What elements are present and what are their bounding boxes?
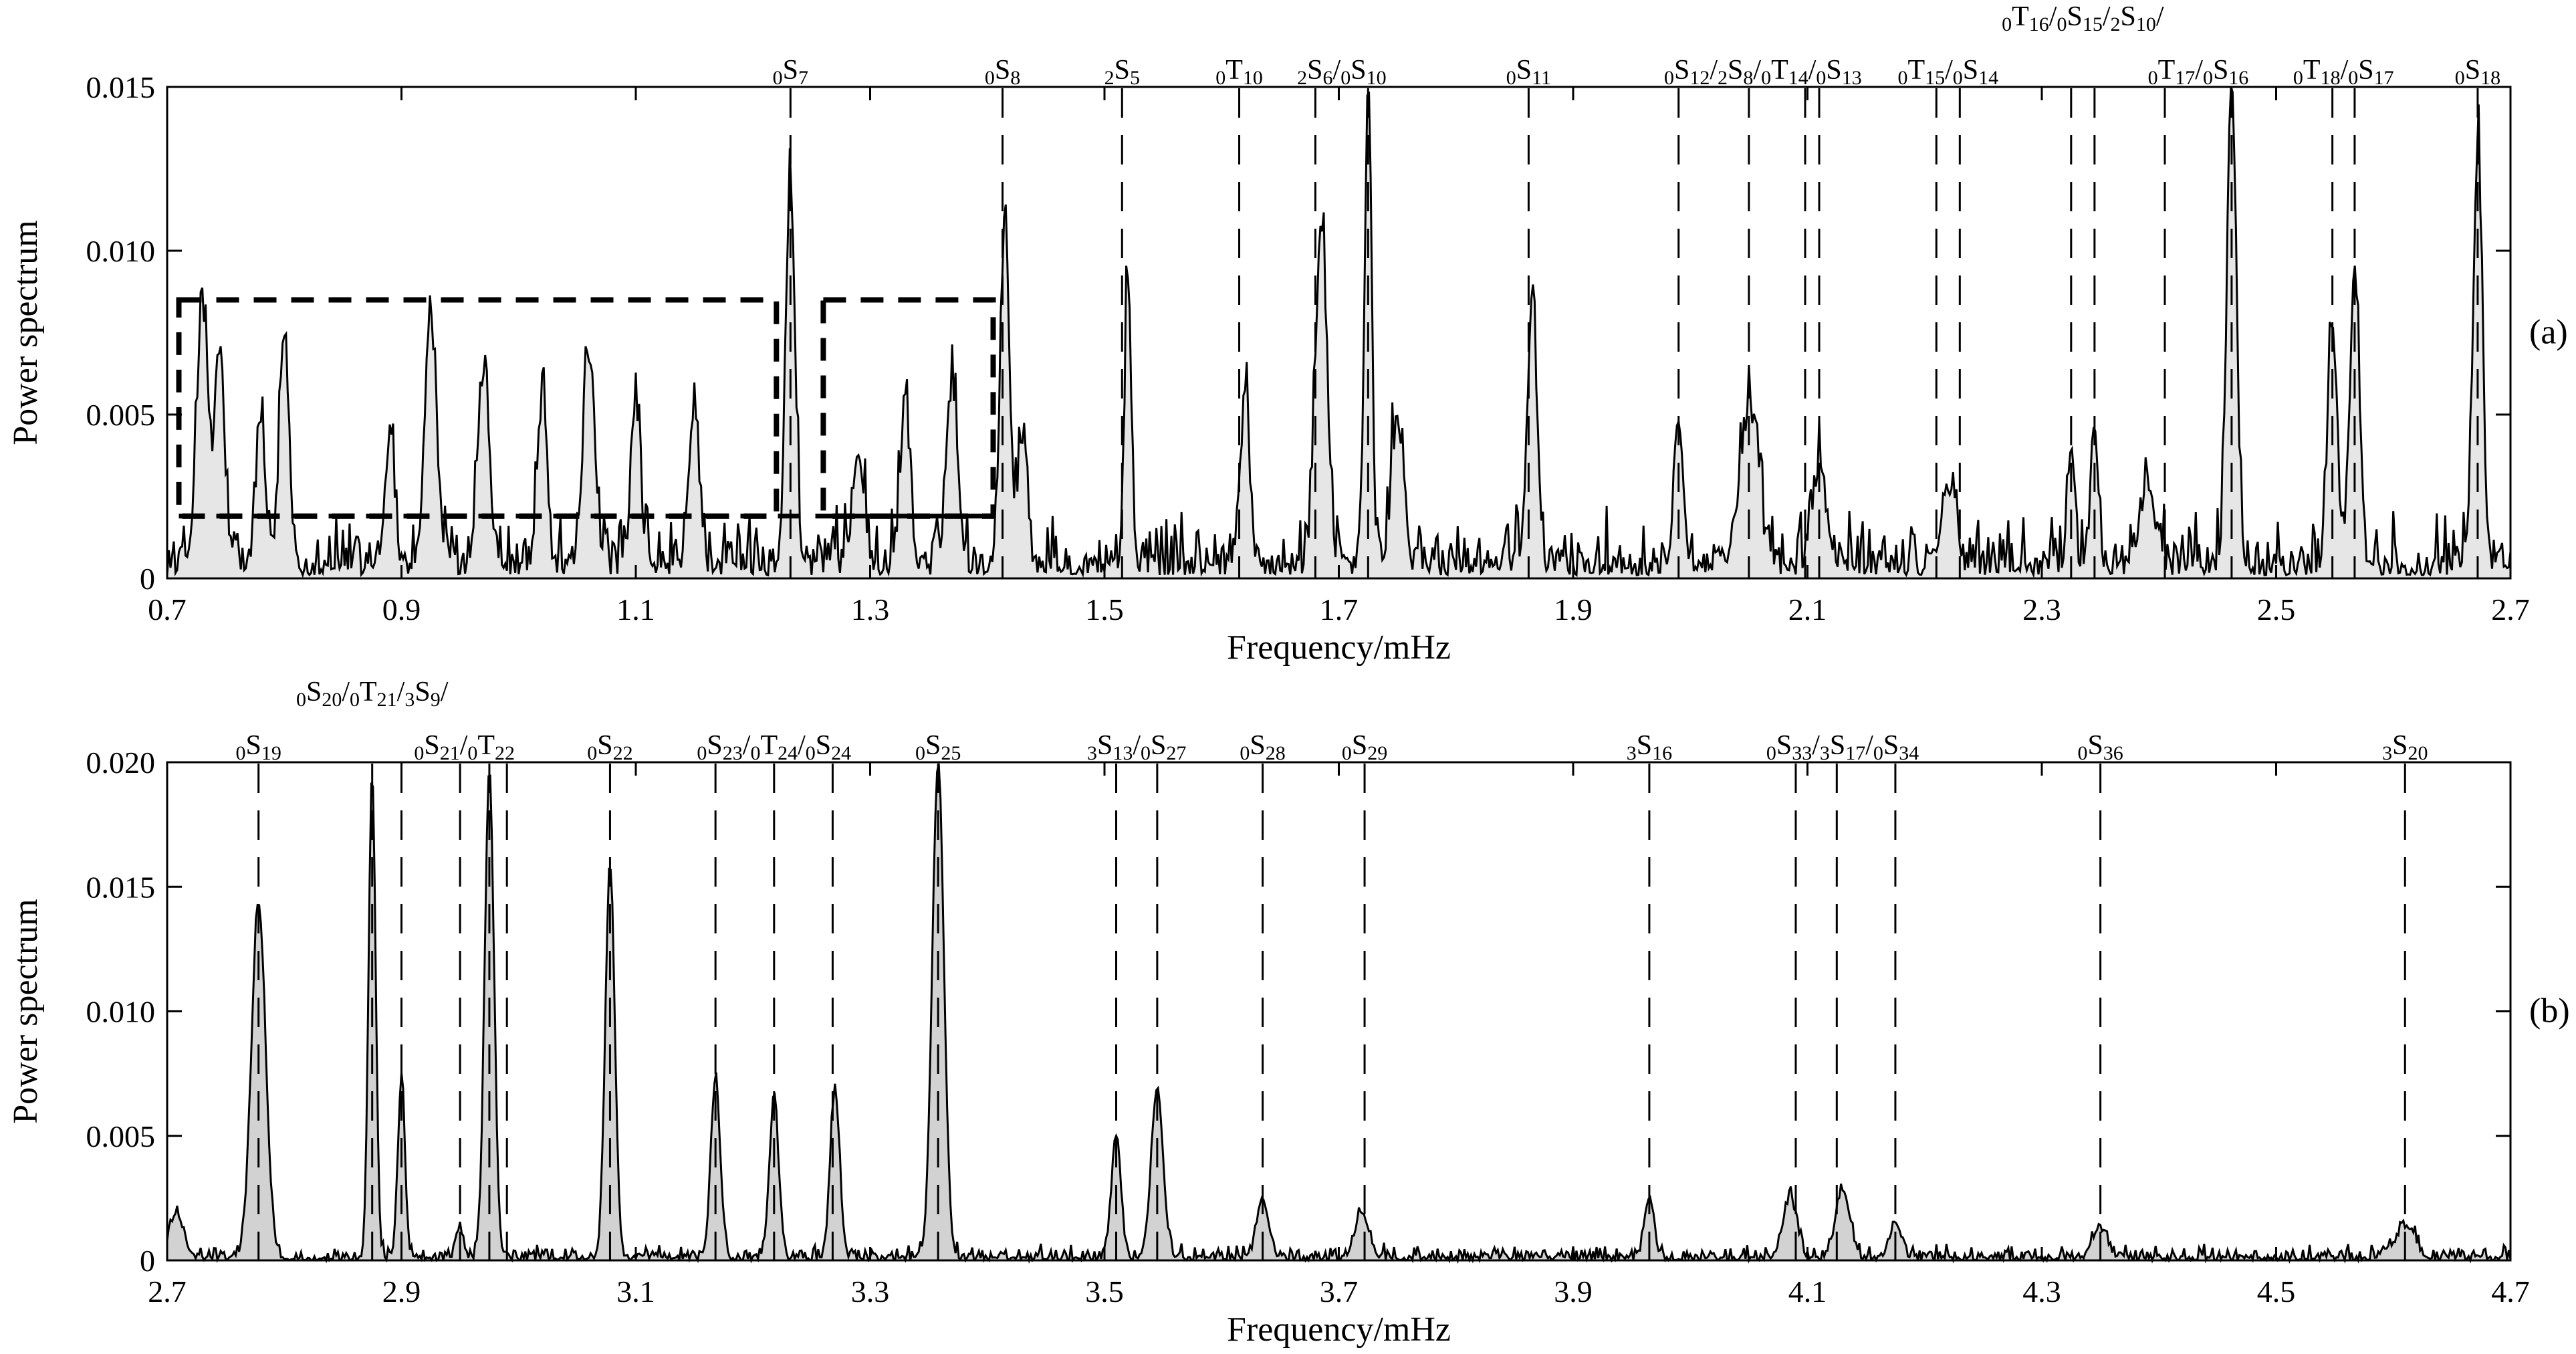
dashed-box-0: [176, 297, 780, 519]
mode-label: 3S20: [2382, 730, 2428, 764]
mode-label: 2S6/0S10: [1297, 55, 1386, 89]
x-tick-label: 4.5: [2257, 1274, 2296, 1309]
mode-label: 0T18/0S17: [2293, 55, 2394, 89]
mode-label: 0S28: [1240, 730, 1285, 764]
y-axis-title: Power spectrum: [7, 220, 45, 445]
mode-label: 0S36: [2077, 730, 2123, 764]
x-tick-label: 1.9: [1554, 592, 1593, 627]
y-tick-label: 0.020: [86, 746, 156, 780]
x-tick-label: 3.1: [616, 1274, 655, 1309]
mode-label: 0S8: [985, 55, 1020, 89]
y-tick-label: 0.010: [86, 995, 156, 1029]
x-tick-label: 2.9: [382, 1274, 421, 1309]
x-tick-label: 4.7: [2491, 1274, 2530, 1309]
y-tick-label: 0.015: [86, 70, 156, 104]
x-axis-title: Frequency/mHz: [1227, 629, 1451, 667]
x-axis-title: Frequency/mHz: [1227, 1311, 1451, 1349]
panel-a: 0S7 0S8 2S5 0T10 2S6/0S10 0S11 0S12/2S8/0T14/0…: [7, 1, 2568, 667]
y-tick-label: 0: [140, 1244, 155, 1278]
mode-label: 0S12/2S8/0T14/0S13: [1664, 55, 1862, 89]
mode-label: 0S22: [587, 730, 632, 764]
y-tick-label: 0.010: [86, 234, 156, 268]
mode-label: 0S11: [1506, 55, 1551, 89]
panel-b: 0S19 0S20/0T21/3S9/0S21/0T22 0S22 0S23/0T24…: [7, 677, 2570, 1349]
mode-label: 0T17/0S16: [2148, 55, 2249, 89]
x-tick-label: 2.3: [2022, 592, 2061, 627]
x-tick-label: 3.7: [1320, 1274, 1359, 1309]
x-tick-label: 0.7: [148, 592, 187, 627]
y-tick-label: 0.005: [86, 1119, 156, 1153]
mode-label: 0S25: [915, 730, 961, 764]
spectrum-line: [166, 86, 2512, 579]
mode-label: 0S21/0T22: [414, 730, 515, 764]
x-tick-label: 2.7: [148, 1274, 187, 1309]
mode-label: 0S33/3S17/0S34: [1766, 730, 1919, 764]
mode-label: 0S29: [1342, 730, 1387, 764]
mode-label: 0S19: [236, 730, 281, 764]
y-tick-label: 0.005: [86, 398, 156, 432]
x-tick-label: 1.1: [616, 592, 655, 627]
mode-label: 0S18: [2455, 55, 2500, 89]
x-tick-label: 3.3: [851, 1274, 890, 1309]
x-tick-label: 3.5: [1085, 1274, 1124, 1309]
x-tick-label: 4.1: [1788, 1274, 1827, 1309]
x-tick-label: 2.1: [1788, 592, 1827, 627]
x-tick-label: 3.9: [1554, 1274, 1593, 1309]
y-tick-label: 0.015: [86, 870, 156, 904]
x-tick-label: 4.3: [2022, 1274, 2061, 1309]
y-tick-label: 0: [140, 562, 155, 596]
x-tick-label: 0.9: [382, 592, 421, 627]
mode-label: 3S16: [1627, 730, 1672, 764]
mode-label: 3S13/0S27: [1087, 730, 1186, 764]
y-axis-title: Power spectrum: [7, 899, 45, 1123]
panel-label: (a): [2529, 314, 2568, 352]
x-tick-label: 1.3: [851, 592, 890, 627]
mode-label: 0S20/0T21/3S9/: [296, 677, 449, 711]
mode-label: 0S23/0T24/0S24: [697, 730, 851, 764]
mode-label: 0S7: [773, 55, 808, 89]
x-tick-label: 1.5: [1085, 592, 1124, 627]
x-tick-label: 1.7: [1320, 592, 1359, 627]
mode-label: 0T15/0S14: [1897, 55, 1998, 89]
mode-label: 0T10: [1215, 55, 1263, 89]
x-tick-label: 2.7: [2491, 592, 2530, 627]
mode-label: 0T16/0S15/2S10/: [2002, 1, 2164, 35]
x-tick-label: 2.5: [2257, 592, 2296, 627]
mode-label: 2S5: [1104, 55, 1140, 89]
panel-label: (b): [2529, 992, 2570, 1030]
